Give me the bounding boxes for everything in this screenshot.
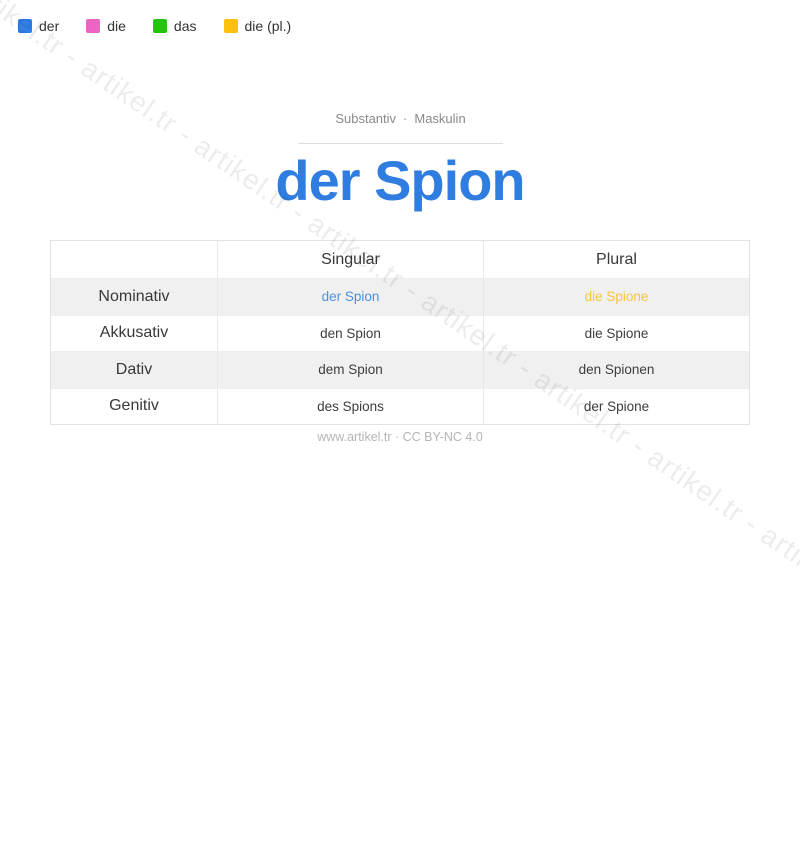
- word-category: Substantiv: [335, 111, 397, 126]
- akkusativ-plural-value: die Spione: [584, 325, 649, 341]
- article-color-legend: der die das die (pl.): [18, 18, 291, 34]
- nominativ-plural-value: die Spione: [584, 289, 649, 305]
- legend-label-die-plural: die (pl.): [244, 18, 292, 34]
- legend-label-das: das: [173, 18, 197, 34]
- word-type-header: Substantiv · Maskulin: [298, 110, 503, 144]
- attribution-footer: www.artikel.tr · CC BY-NC 4.0: [317, 430, 483, 444]
- dativ-singular-value: dem Spion: [218, 352, 484, 388]
- legend-label-die: die: [107, 18, 126, 34]
- die-plural-color-swatch: [223, 19, 238, 33]
- nominativ-singular-value: der Spion: [218, 279, 484, 315]
- case-label: Nominativ: [51, 279, 218, 315]
- header-cell-plural: Plural: [596, 250, 637, 268]
- legend-item-das: das: [152, 18, 197, 34]
- legend-item-die-plural: die (pl.): [223, 18, 292, 34]
- table-row-nominativ: Nominativ der Spion die Spione: [51, 278, 749, 315]
- case-label: Genitiv: [51, 388, 218, 424]
- legend-label-der: der: [39, 18, 60, 34]
- header-cell-singular: Singular: [218, 241, 484, 278]
- legend-item-der: der: [18, 18, 59, 34]
- table-row-akkusativ: Akkusativ den Spion die Spione: [51, 314, 749, 351]
- case-label: Akkusativ: [51, 315, 218, 351]
- declension-table: Singular Plural Nominativ der Spion die …: [50, 240, 750, 425]
- table-row-dativ: Dativ dem Spion den Spionen: [51, 351, 749, 388]
- der-color-swatch: [18, 19, 32, 33]
- subtitle-separator: ·: [403, 111, 408, 126]
- table-row-genitiv: Genitiv des Spions der Spione: [51, 387, 749, 424]
- die-color-swatch: [86, 19, 101, 33]
- akkusativ-singular-value: den Spion: [218, 315, 484, 351]
- legend-item-die: die: [86, 18, 126, 34]
- genitiv-plural-value: der Spione: [583, 398, 650, 414]
- dativ-plural-value: den Spionen: [578, 362, 655, 378]
- das-color-swatch: [152, 19, 167, 33]
- table-header-row: Singular Plural: [51, 241, 749, 278]
- word-gender: Maskulin: [414, 111, 466, 126]
- header-cell-empty: [51, 241, 218, 278]
- genitiv-singular-value: des Spions: [218, 388, 484, 424]
- case-label: Dativ: [51, 352, 218, 388]
- page-title: der Spion: [275, 149, 525, 212]
